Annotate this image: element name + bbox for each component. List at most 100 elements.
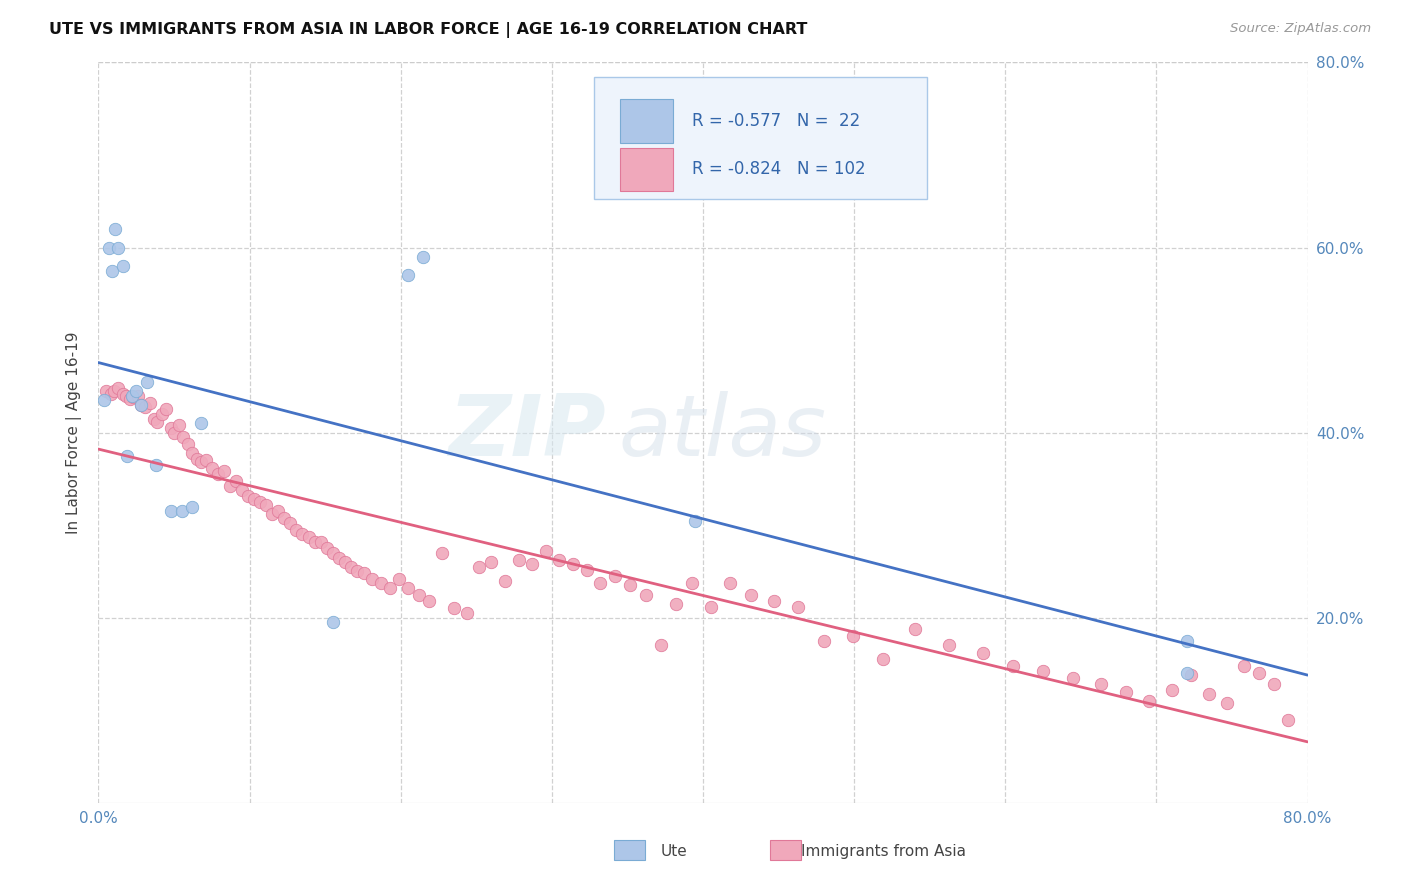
- Point: [103, 384, 125, 398]
- Point: [1233, 658, 1256, 673]
- Point: [145, 458, 167, 472]
- Point: [111, 259, 134, 273]
- Point: [534, 544, 557, 558]
- Point: [665, 597, 688, 611]
- Point: [115, 449, 138, 463]
- Point: [1198, 687, 1220, 701]
- Point: [120, 392, 142, 407]
- Point: [94, 384, 117, 398]
- Point: [176, 436, 198, 450]
- FancyBboxPatch shape: [620, 147, 672, 191]
- Point: [172, 430, 194, 444]
- Point: [634, 588, 657, 602]
- Point: [468, 559, 491, 574]
- Point: [548, 553, 571, 567]
- Point: [236, 489, 259, 503]
- Point: [134, 400, 156, 414]
- Point: [1277, 713, 1299, 727]
- Point: [143, 411, 166, 425]
- Point: [219, 479, 242, 493]
- Text: atlas: atlas: [619, 391, 827, 475]
- Point: [129, 398, 152, 412]
- Point: [481, 555, 503, 569]
- Point: [194, 453, 217, 467]
- Point: [353, 566, 375, 581]
- Point: [681, 575, 703, 590]
- Point: [361, 572, 384, 586]
- Point: [1160, 682, 1182, 697]
- Point: [412, 250, 434, 264]
- Point: [254, 498, 277, 512]
- Point: [322, 546, 344, 560]
- Point: [575, 563, 598, 577]
- Point: [160, 421, 183, 435]
- Point: [201, 460, 224, 475]
- Point: [315, 541, 337, 556]
- Point: [408, 588, 430, 602]
- Point: [685, 514, 707, 528]
- Point: [267, 504, 290, 518]
- Point: [93, 393, 115, 408]
- Point: [1175, 633, 1198, 648]
- Point: [787, 599, 810, 614]
- Point: [378, 581, 401, 595]
- Point: [98, 240, 121, 255]
- Point: [1062, 671, 1084, 685]
- Point: [396, 268, 419, 283]
- Point: [139, 396, 162, 410]
- Point: [1175, 666, 1198, 681]
- Text: Source: ZipAtlas.com: Source: ZipAtlas.com: [1230, 22, 1371, 36]
- Text: R = -0.577   N =  22: R = -0.577 N = 22: [692, 112, 860, 130]
- Point: [370, 575, 392, 590]
- Point: [418, 594, 440, 608]
- Text: Immigrants from Asia: Immigrants from Asia: [801, 845, 966, 859]
- Point: [346, 565, 368, 579]
- Point: [155, 402, 177, 417]
- Point: [1090, 677, 1112, 691]
- Point: [456, 606, 478, 620]
- Point: [150, 407, 173, 421]
- Point: [340, 559, 363, 574]
- Point: [212, 465, 235, 479]
- Point: [430, 546, 453, 560]
- Point: [605, 569, 627, 583]
- Bar: [770, 840, 801, 860]
- Point: [699, 599, 721, 614]
- Point: [589, 575, 612, 590]
- Point: [170, 504, 193, 518]
- Point: [972, 646, 994, 660]
- Point: [181, 500, 204, 514]
- Point: [619, 578, 641, 592]
- Point: [181, 446, 204, 460]
- Point: [122, 391, 145, 405]
- Point: [328, 550, 350, 565]
- Point: [396, 581, 419, 595]
- Point: [186, 451, 208, 466]
- Point: [190, 417, 212, 431]
- Point: [190, 455, 212, 469]
- Point: [813, 633, 835, 648]
- Point: [1032, 665, 1054, 679]
- Point: [160, 504, 183, 518]
- Point: [262, 507, 284, 521]
- Point: [522, 557, 544, 571]
- Point: [650, 639, 672, 653]
- Point: [562, 557, 585, 571]
- Point: [740, 588, 762, 602]
- Point: [763, 594, 786, 608]
- Point: [291, 527, 314, 541]
- Point: [107, 381, 129, 395]
- Point: [231, 483, 253, 497]
- Point: [280, 516, 302, 531]
- FancyBboxPatch shape: [620, 99, 672, 143]
- Point: [285, 523, 308, 537]
- Point: [101, 263, 124, 277]
- Point: [309, 534, 332, 549]
- Point: [1249, 666, 1271, 681]
- Point: [718, 575, 741, 590]
- Point: [841, 629, 863, 643]
- Point: [508, 553, 530, 567]
- Point: [304, 534, 326, 549]
- Y-axis label: In Labor Force | Age 16-19: In Labor Force | Age 16-19: [66, 331, 82, 534]
- Point: [225, 474, 247, 488]
